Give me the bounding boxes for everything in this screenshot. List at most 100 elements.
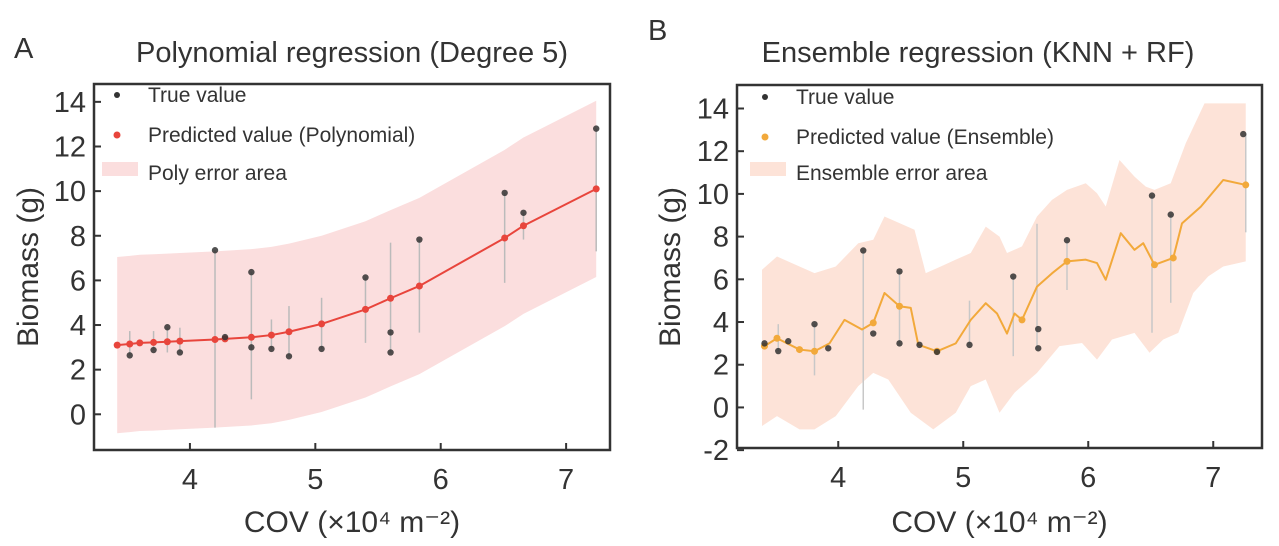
- true-point: [966, 341, 973, 349]
- predicted-point: [387, 294, 395, 302]
- predicted-point: [318, 320, 326, 328]
- true-point: [775, 347, 782, 355]
- y-tick-label: 12: [697, 136, 729, 168]
- y-tick-label: 2: [70, 355, 86, 387]
- predicted-point: [150, 338, 158, 346]
- chart-title: Ensemble regression (KNN + RF): [762, 37, 1195, 69]
- true-point: [1167, 211, 1174, 218]
- true-point: [520, 209, 527, 216]
- predicted-point: [896, 302, 903, 310]
- predicted-point: [1169, 254, 1177, 262]
- predicted-point: [501, 234, 509, 242]
- predicted-point: [1151, 261, 1158, 269]
- y-tick-label: 4: [70, 310, 86, 342]
- predicted-point: [796, 346, 803, 354]
- true-point: [387, 329, 394, 336]
- y-tick-label: 0: [70, 399, 86, 431]
- chart-title: Polynomial regression (Degree 5): [136, 37, 568, 69]
- true-point: [1240, 130, 1247, 138]
- true-point: [1035, 325, 1042, 333]
- legend-label: Predicted value (Ensemble): [796, 126, 1054, 149]
- y-tick-label: 14: [54, 87, 86, 119]
- y-tick-label: 2: [713, 350, 729, 382]
- true-point: [870, 330, 877, 337]
- true-point: [268, 345, 275, 353]
- x-tick-label: 5: [955, 462, 971, 494]
- true-point: [1035, 345, 1042, 352]
- y-tick-label: 0: [713, 392, 729, 424]
- true-point: [416, 236, 423, 243]
- predicted-point: [1018, 316, 1026, 324]
- predicted-point: [773, 334, 781, 342]
- true-point: [811, 320, 818, 328]
- legend-true-marker: [114, 92, 120, 98]
- legend: True value Predicted value (Polynomial) Po…: [102, 84, 415, 185]
- true-point: [211, 247, 219, 254]
- true-point: [248, 268, 255, 276]
- predicted-point: [869, 319, 877, 327]
- predicted-point: [247, 333, 255, 341]
- panel-b: B Ensemble regression (KNN + RF) 4 5 6 7 -2 0 2 4…: [648, 15, 1264, 539]
- predicted-point: [811, 347, 818, 355]
- true-point: [916, 341, 923, 349]
- axes-frame: [92, 82, 612, 452]
- legend-label: Predicted value (Polynomial): [148, 124, 415, 147]
- y-tick-label: 14: [697, 93, 729, 125]
- legend-area-swatch: [750, 162, 786, 176]
- x-axis-label: COV (×10⁴ m⁻²): [891, 506, 1107, 539]
- predicted-point: [1242, 181, 1250, 189]
- y-tick-label: 8: [713, 222, 729, 254]
- true-point: [1010, 273, 1017, 280]
- true-point: [1148, 192, 1156, 199]
- error-area: [762, 103, 1246, 430]
- x-tick-label: 4: [830, 462, 846, 494]
- legend-predicted-marker: [761, 133, 769, 141]
- y-tick-label: 10: [54, 176, 86, 208]
- y-tick-label: -2: [703, 435, 729, 467]
- y-axis-label: Biomass (g): [12, 187, 45, 347]
- panel-a: A Polynomial regression (Degree 5) 4 5 6 7 0 2 4…: [12, 33, 612, 539]
- predicted-point: [592, 185, 600, 193]
- true-point: [176, 349, 184, 356]
- true-point: [785, 338, 792, 345]
- true-point: [387, 349, 394, 356]
- predicted-point: [415, 282, 423, 290]
- legend-label: Poly error area: [148, 162, 287, 185]
- true-point: [285, 353, 293, 360]
- true-point: [860, 247, 867, 254]
- predicted-point: [361, 305, 369, 313]
- x-tick-label: 5: [307, 464, 323, 496]
- true-point: [248, 344, 255, 351]
- true-point: [593, 125, 600, 132]
- legend: True value Predicted value (Ensemble) Ense…: [750, 86, 1054, 185]
- predicted-point: [176, 337, 184, 345]
- y-tick-label: 4: [713, 307, 729, 339]
- y-tick-label: 10: [697, 179, 729, 211]
- true-point: [150, 346, 157, 354]
- x-tick-label: 7: [558, 464, 574, 496]
- predicted-point: [126, 340, 134, 348]
- predicted-point: [113, 341, 121, 349]
- legend-area-swatch: [102, 162, 138, 176]
- true-point: [126, 352, 133, 359]
- legend-label: True value: [796, 86, 894, 109]
- y-tick-label: 12: [54, 131, 86, 163]
- x-tick-label: 4: [182, 464, 198, 496]
- x-axis-label: COV (×10⁴ m⁻²): [244, 506, 460, 539]
- predicted-point: [136, 339, 144, 347]
- panel-letter: B: [648, 15, 667, 47]
- true-point: [501, 189, 508, 197]
- panel-letter: A: [14, 33, 34, 65]
- predicted-point: [211, 336, 219, 344]
- predicted-point: [519, 222, 527, 230]
- predicted-point: [285, 328, 293, 336]
- true-point: [761, 340, 768, 347]
- legend-label: True value: [148, 84, 246, 107]
- true-point: [933, 348, 941, 356]
- true-point: [362, 274, 369, 281]
- legend-true-marker: [762, 94, 768, 100]
- legend-label: Ensemble error area: [796, 162, 988, 185]
- y-tick-label: 8: [70, 221, 86, 253]
- x-tick-label: 6: [1080, 462, 1096, 494]
